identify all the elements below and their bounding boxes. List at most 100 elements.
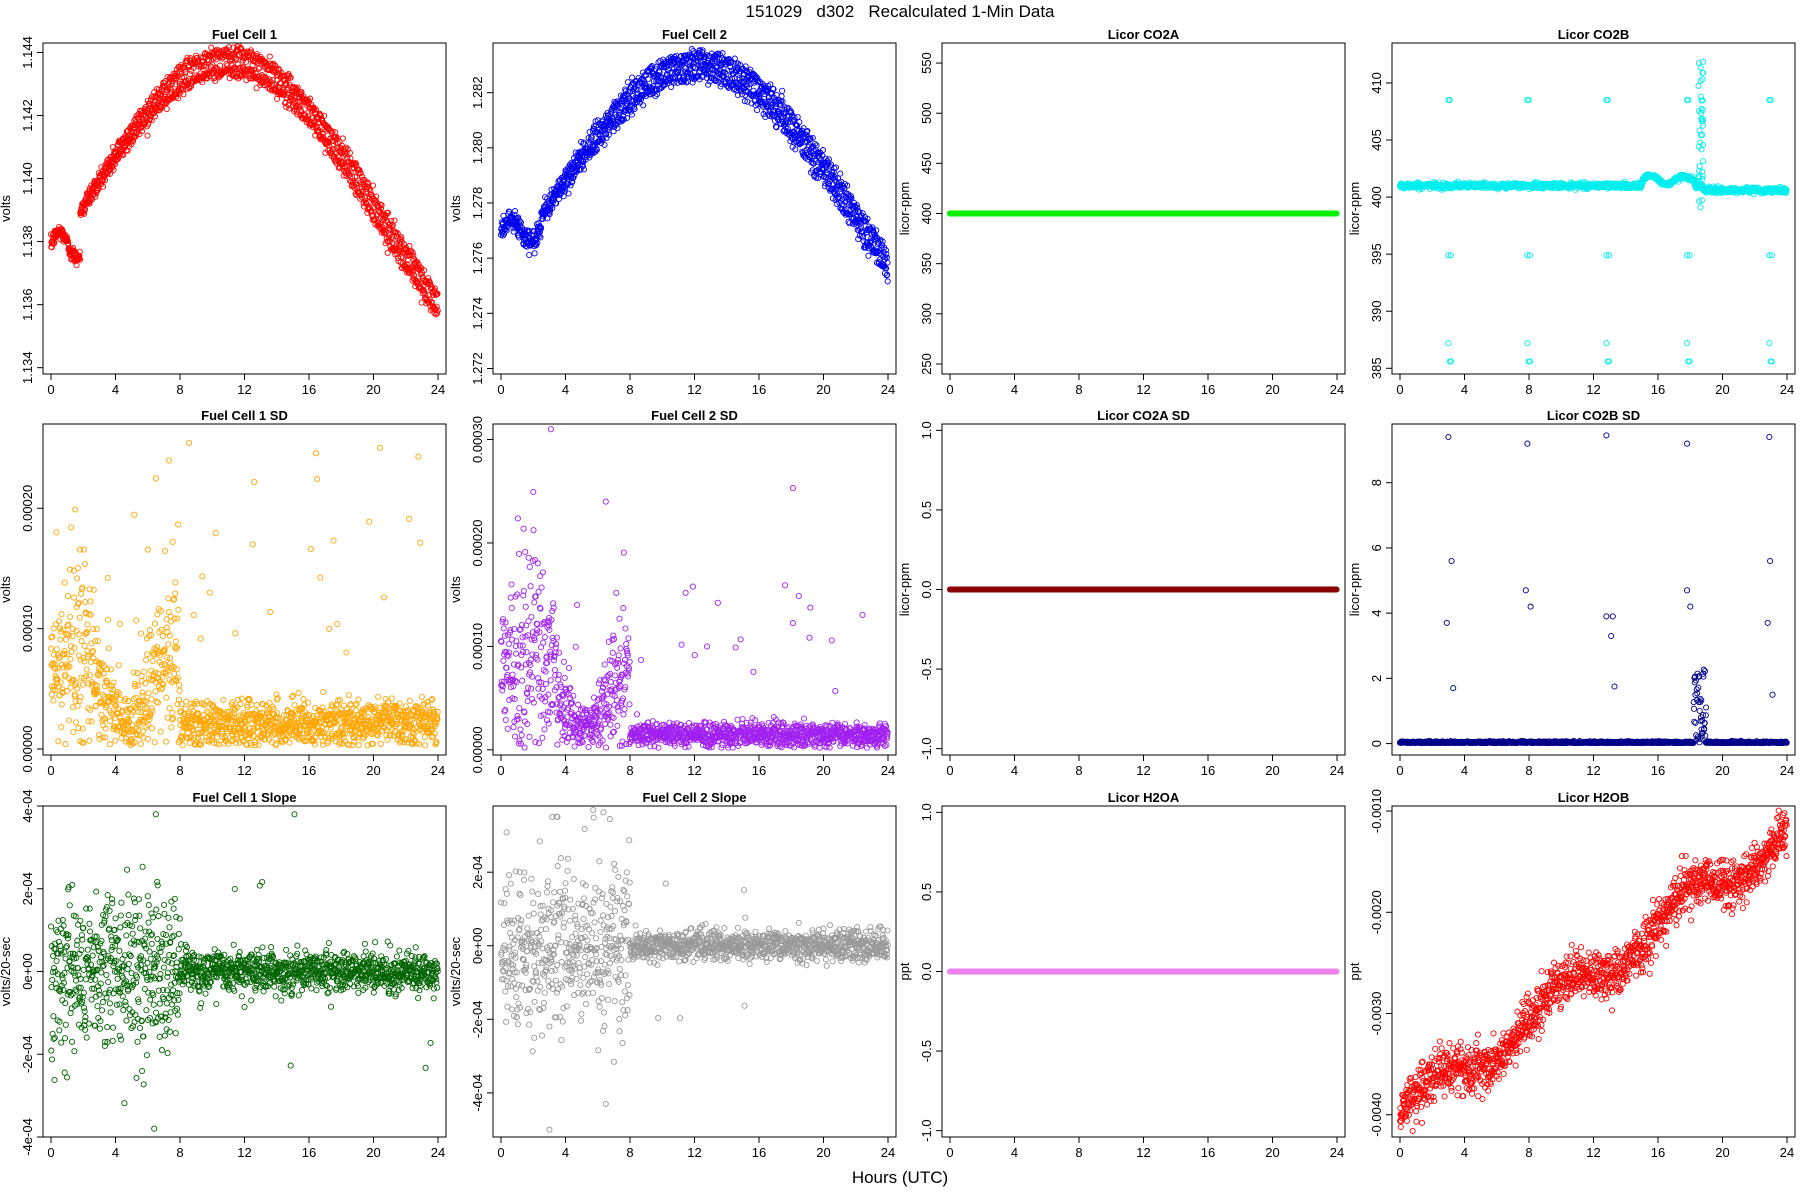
y-tick-label: 300: [919, 303, 934, 325]
data-point: [884, 271, 891, 278]
data-point: [354, 184, 361, 191]
data-point: [233, 46, 241, 53]
data-point: [623, 114, 631, 122]
panel-title: Fuel Cell 2: [662, 27, 727, 42]
data-point: [864, 215, 871, 222]
data-point: [409, 249, 416, 256]
data-point: [148, 117, 155, 124]
data-point: [573, 159, 580, 167]
data-point: [239, 54, 246, 61]
data-point: [416, 283, 424, 290]
data-point: [815, 149, 822, 156]
data-point: [816, 150, 823, 157]
data-point: [847, 196, 854, 203]
data-point: [750, 70, 757, 77]
data-point: [133, 130, 140, 137]
data-point: [651, 72, 658, 79]
y-tick-label: 1.134: [20, 351, 35, 384]
data-point: [873, 227, 880, 234]
data-point: [326, 142, 333, 149]
data-point: [269, 61, 276, 68]
data-point: [555, 195, 563, 203]
data-point: [719, 50, 726, 57]
data-point: [705, 81, 712, 88]
data-point: [741, 98, 748, 105]
data-point: [605, 131, 612, 138]
data-point: [255, 65, 262, 72]
x-tick-label: 16: [302, 382, 316, 397]
data-point: [629, 74, 636, 81]
data-point: [689, 79, 696, 86]
data-point: [232, 55, 239, 62]
data-points: [497, 46, 891, 285]
data-point: [721, 69, 728, 76]
data-point: [76, 248, 83, 255]
data-point: [526, 251, 533, 259]
data-point: [599, 136, 606, 143]
x-tick-label: 20: [816, 382, 830, 397]
data-point: [531, 250, 538, 257]
data-point: [129, 138, 137, 145]
data-point: [256, 64, 263, 71]
data-point: [812, 157, 819, 164]
data-point: [580, 166, 588, 173]
data-point: [853, 202, 860, 209]
data-point: [82, 206, 89, 213]
data-point: [168, 86, 175, 93]
data-point: [601, 141, 608, 148]
y-tick-label: 1.138: [20, 225, 35, 258]
data-point: [384, 209, 392, 216]
data-point: [391, 217, 398, 224]
data-point: [499, 232, 506, 239]
data-point: [225, 44, 232, 51]
data-point: [179, 74, 186, 81]
data-point: [668, 78, 675, 86]
data-point: [273, 65, 280, 73]
data-point: [312, 106, 320, 113]
y-tick-label: 450: [919, 153, 934, 175]
x-tick-label: 8: [626, 382, 633, 397]
data-point: [205, 69, 212, 76]
y-axis-label: volts: [0, 195, 13, 222]
data-point: [614, 125, 621, 132]
data-point: [536, 232, 543, 239]
data-point: [727, 64, 734, 71]
data-point: [699, 47, 706, 54]
data-point: [147, 115, 154, 122]
data-point: [844, 182, 851, 189]
data-points: [946, 210, 1340, 217]
data-point: [253, 85, 260, 92]
data-point: [837, 170, 844, 177]
data-point: [120, 151, 127, 159]
data-point: [787, 118, 794, 126]
data-point: [806, 136, 813, 143]
data-point: [617, 109, 624, 116]
data-point: [1766, 340, 1773, 347]
y-tick-label: 1.278: [470, 187, 485, 220]
data-point: [1683, 340, 1691, 347]
data-point: [569, 178, 576, 185]
data-point: [202, 50, 209, 57]
x-tick-label: 4: [112, 382, 119, 397]
data-point: [534, 239, 541, 246]
data-point: [352, 181, 360, 188]
data-point: [561, 188, 568, 195]
plot-frame: [941, 42, 1346, 375]
data-point: [648, 66, 655, 73]
data-point: [826, 180, 833, 187]
data-point: [139, 128, 146, 135]
data-point: [511, 208, 519, 215]
data-point: [408, 247, 415, 254]
data-point: [1445, 340, 1452, 347]
data-point: [746, 84, 753, 91]
y-tick-label: 1.280: [470, 132, 485, 165]
data-point: [790, 117, 797, 124]
data-point: [727, 76, 734, 83]
data-point: [269, 76, 276, 84]
data-point: [628, 111, 635, 118]
data-point: [592, 148, 599, 155]
data-point: [773, 124, 780, 131]
x-tick-label: 8: [176, 382, 183, 397]
data-point: [384, 249, 391, 256]
